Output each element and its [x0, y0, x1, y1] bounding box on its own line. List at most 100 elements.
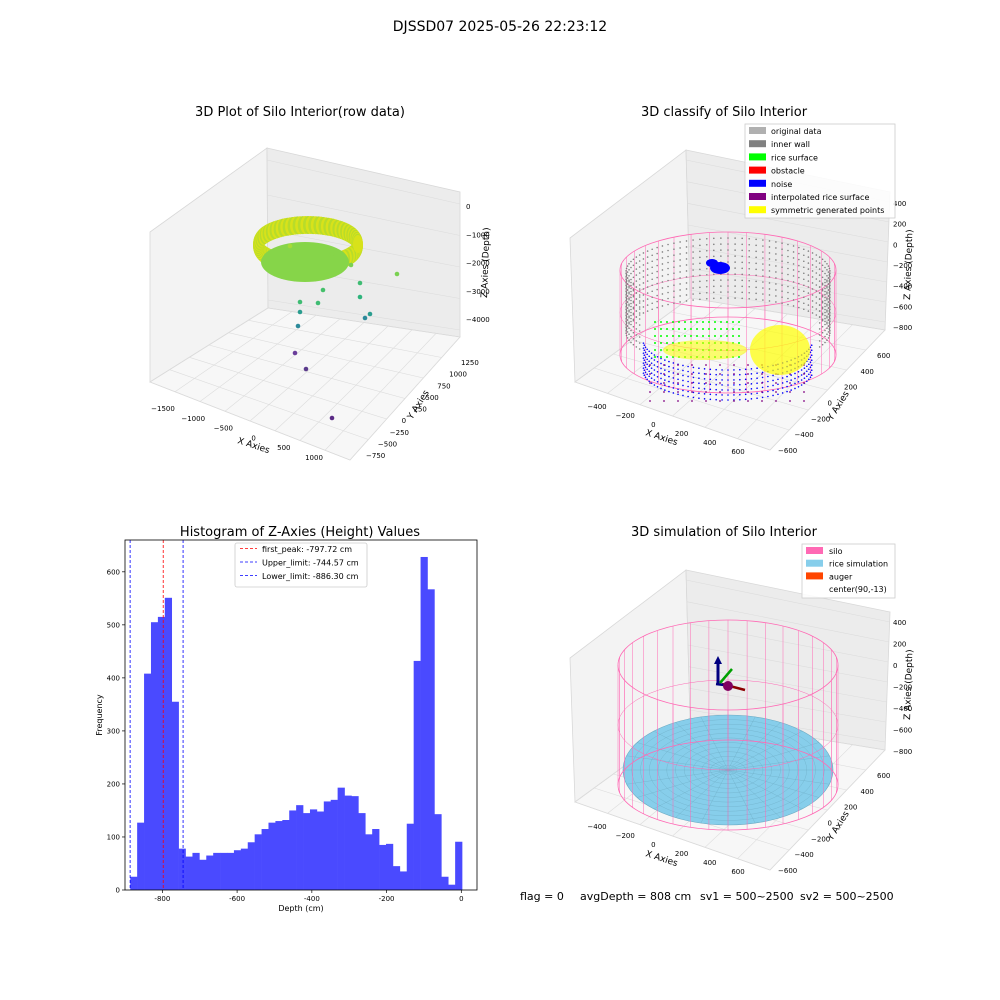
cls-noise-point [672, 387, 675, 389]
cls-wall-point [829, 306, 831, 308]
cls-wall-point [705, 291, 708, 294]
cls-wall-point [685, 252, 688, 254]
grid-line [769, 329, 886, 451]
cls-noise-point [808, 363, 810, 366]
cls-wall-point [762, 275, 764, 277]
cls-noise-point [733, 369, 735, 371]
cls-wall-point [824, 335, 826, 338]
sim-z-tick-5: 200 [893, 641, 906, 649]
cls-rice-point [732, 328, 734, 330]
cls-wall-point [811, 312, 814, 314]
cls-wall-point [642, 294, 645, 296]
cls-noise-point [810, 364, 813, 367]
cls-noise-point [794, 387, 796, 390]
cls-wall-point [635, 268, 638, 270]
cls-wall-point [646, 250, 649, 252]
cls-interp-point [761, 400, 763, 402]
hist-bar-47 [455, 841, 463, 890]
cls-noise-point [646, 378, 648, 381]
cls-wall-point [625, 327, 628, 330]
hist-bar-36 [379, 844, 387, 890]
cls-wall-point [734, 297, 736, 299]
cls-wall-point [824, 314, 826, 317]
cls-wall-point [741, 297, 743, 300]
cls-wall-point [628, 292, 630, 295]
cls-wall-point [667, 291, 669, 294]
cls-wall-point [705, 255, 708, 258]
cls-noise-point [660, 362, 662, 365]
cls-legend-label-1: inner wall [771, 140, 810, 149]
cls-wall-point [815, 272, 818, 274]
cls-wall-point [720, 279, 722, 281]
cls-noise-point [744, 388, 747, 391]
cls-wall-point [632, 300, 635, 303]
cls-noise-point [709, 398, 712, 401]
hist-bar-0 [130, 876, 138, 890]
cls-wall-point [787, 291, 789, 294]
cls-wall-point [685, 300, 688, 302]
cls-wall-point [661, 245, 664, 247]
grid-line [688, 666, 887, 703]
cls-wall-point [807, 292, 810, 294]
cls-wall-point [792, 245, 795, 247]
cls-wall-point [720, 291, 722, 293]
cls-interp-point [733, 373, 735, 375]
cls-wall-point [630, 320, 632, 323]
cls-wall-point [656, 306, 658, 309]
cls-wall-point [811, 288, 814, 290]
cls-rice-point [696, 335, 698, 337]
cls-wall-point [667, 279, 669, 282]
cls-wall-point [807, 280, 810, 282]
cls-wall-point [630, 266, 632, 269]
cls-wall-point [646, 274, 649, 276]
cls-noise-point [643, 344, 646, 347]
cls-x-tick-4: 400 [703, 439, 716, 447]
cls-wall-point [821, 318, 824, 321]
cls-interp-point [733, 364, 735, 366]
raw-y-tick-3: 0 [402, 417, 406, 425]
cls-rice-point [672, 321, 674, 323]
cls-wall-point [826, 291, 828, 294]
cls-rice-point [690, 328, 692, 330]
cls-wall-point [642, 282, 645, 284]
cls-wall-point [798, 264, 800, 267]
cls-legend-swatch-4 [749, 179, 766, 187]
cls-wall-point [699, 244, 701, 247]
panel-histogram: Histogram of Z-Axies (Height) Values -80… [95, 525, 478, 913]
cls-wall-point [632, 258, 635, 261]
cls-wall-point [781, 254, 783, 256]
cls-noise-point [721, 384, 723, 386]
cls-wall-point [625, 276, 627, 278]
cls-wall-point [781, 266, 783, 268]
cls-wall-point [713, 273, 715, 276]
cls-wall-point [651, 302, 653, 305]
hist-bar-21 [275, 821, 283, 890]
cls-wall-point [827, 331, 830, 333]
cls-wall-point [762, 245, 764, 247]
cls-wall-point [803, 254, 805, 257]
grid-line [349, 336, 461, 461]
cls-rice-point [666, 356, 668, 358]
cls-noise-point [739, 368, 741, 371]
cls-noise-point [646, 348, 648, 351]
cls-wall-point [628, 280, 630, 283]
cls-interp-point [649, 373, 651, 375]
cls-noise-point [648, 350, 650, 353]
cls-wall-point [826, 279, 828, 282]
cls-noise-point [756, 372, 758, 374]
cls-wall-point [803, 302, 805, 305]
cls-wall-point [755, 262, 757, 265]
cls-wall-point [628, 274, 630, 277]
cls-wall-point [775, 247, 777, 249]
raw-point [357, 294, 363, 300]
sim-z-axis-label: Z Axies (Depth) [903, 649, 915, 720]
cls-rice-point [654, 335, 656, 337]
cls-wall-point [826, 327, 828, 330]
sim-x-tick-labels: −400 −200 0 200 400 600 [587, 823, 744, 876]
cls-legend-label-0: original data [771, 127, 822, 136]
hist-legend: first_peak: -797.72 cm Upper_limit: -744.… [234, 542, 368, 588]
cls-noise-point [806, 375, 808, 378]
cls-wall-point [646, 298, 649, 300]
cls-wall-point [679, 259, 681, 261]
